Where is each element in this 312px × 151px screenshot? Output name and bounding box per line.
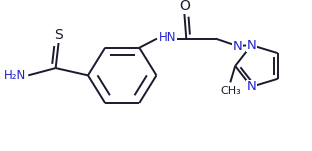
Text: S: S: [54, 28, 63, 42]
Text: H₂N: H₂N: [4, 69, 26, 82]
Text: O: O: [179, 0, 190, 13]
Text: CH₃: CH₃: [220, 86, 241, 96]
Text: N: N: [246, 39, 256, 52]
Text: N: N: [232, 40, 242, 53]
Text: N: N: [246, 80, 256, 93]
Text: HN: HN: [159, 31, 176, 44]
